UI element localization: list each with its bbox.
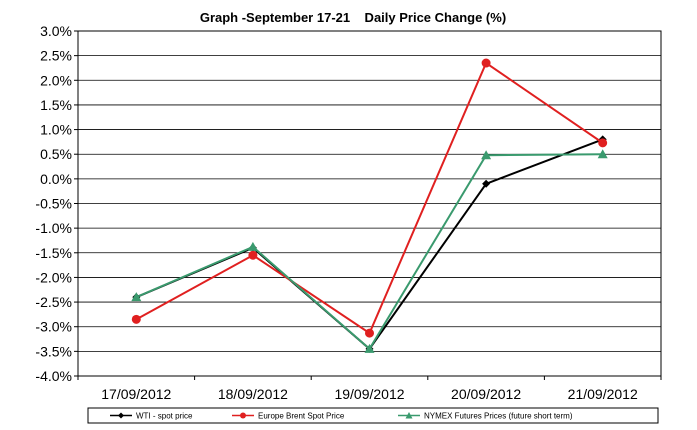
legend-marker <box>405 412 413 419</box>
legend-entry: NYMEX Futures Prices (future short term) <box>398 412 573 421</box>
series-line <box>135 153 603 351</box>
y-tick-label: 2.0% <box>40 72 72 88</box>
x-axis-ticks: 17/09/2012 18/09/2012 19/09/2012 20/09/2012… <box>77 376 662 402</box>
x-tick-label: 21/09/2012 <box>568 386 638 402</box>
y-tick-label: -1.0% <box>35 220 72 236</box>
series-diamond <box>132 135 607 353</box>
y-axis-ticks: 3.0% 2.5% 2.0% 1.5% 1.0% 0.5% 0.0% -0.5% -1.0% -1… <box>35 23 78 384</box>
legend-label: NYMEX Futures Prices (future short term) <box>424 412 573 421</box>
y-tick-label: 1.0% <box>40 122 72 138</box>
series-line <box>135 61 604 335</box>
data-point <box>364 343 375 353</box>
data-point <box>482 179 491 188</box>
y-tick-label: 0.5% <box>40 146 72 162</box>
y-tick-label: 0.0% <box>40 171 72 187</box>
y-tick-label: -1.5% <box>35 245 72 261</box>
legend-label: Europe Brent Spot Price <box>258 412 345 421</box>
data-point <box>598 138 608 148</box>
y-tick-label: -2.0% <box>35 269 72 285</box>
series-circle <box>131 58 608 338</box>
legend: WTI - spot price Europe Brent Spot Price N… <box>87 407 659 424</box>
data-point <box>365 328 374 338</box>
series-layer <box>131 58 608 353</box>
legend-marker <box>240 412 246 419</box>
series-triangle <box>131 149 608 353</box>
y-tick-label: -2.5% <box>35 294 72 310</box>
y-tick-label: 1.5% <box>40 97 72 113</box>
y-tick-label: -4.0% <box>35 368 72 384</box>
x-tick-label: 18/09/2012 <box>218 386 288 402</box>
y-tick-label: 2.5% <box>40 48 72 64</box>
y-tick-label: -3.5% <box>35 343 72 359</box>
y-tick-label: 3.0% <box>40 23 72 39</box>
y-tick-label: -0.5% <box>35 196 72 212</box>
data-point <box>247 241 258 251</box>
x-tick-label: 19/09/2012 <box>334 386 404 402</box>
legend-label: WTI - spot price <box>136 412 193 421</box>
legend-marker <box>118 412 124 419</box>
chart-title: Graph -September 17-21 Daily Price Chang… <box>200 10 506 25</box>
y-tick-label: -3.0% <box>35 319 72 335</box>
data-point <box>131 292 142 302</box>
grid-lines <box>78 30 661 377</box>
data-point <box>248 250 258 260</box>
x-tick-label: 17/09/2012 <box>101 386 171 402</box>
legend-entry: WTI - spot price <box>110 412 193 421</box>
data-point <box>481 58 491 68</box>
series-line <box>135 138 604 351</box>
data-point <box>481 150 492 160</box>
legend-entry: Europe Brent Spot Price <box>232 412 345 421</box>
legend-box <box>87 407 659 424</box>
data-point <box>597 149 608 159</box>
data-point <box>131 314 141 324</box>
x-tick-label: 20/09/2012 <box>451 386 521 402</box>
